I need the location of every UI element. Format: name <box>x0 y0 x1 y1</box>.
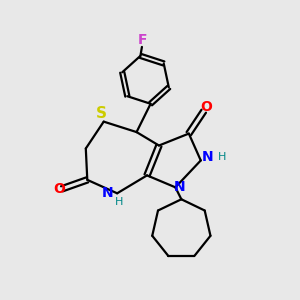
Text: H: H <box>218 152 226 163</box>
Text: O: O <box>53 182 65 196</box>
Text: N: N <box>174 180 186 194</box>
Text: H: H <box>116 197 124 207</box>
Text: F: F <box>138 33 147 47</box>
Text: N: N <box>102 186 113 200</box>
Text: N: N <box>202 151 213 164</box>
Text: O: O <box>200 100 212 114</box>
Text: S: S <box>96 106 107 121</box>
